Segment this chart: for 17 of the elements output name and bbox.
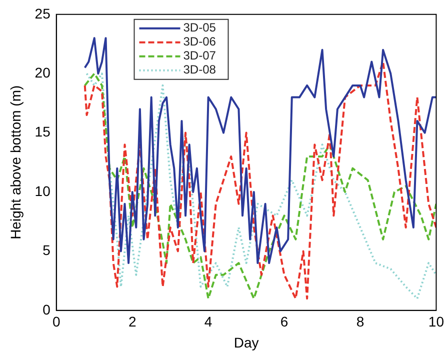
legend-label: 3D-08 bbox=[183, 62, 216, 77]
x-tick-label: 4 bbox=[204, 314, 212, 330]
legend-label: 3D-05 bbox=[183, 20, 216, 35]
y-axis-title: Height above bottom (m) bbox=[7, 85, 24, 240]
x-tick-label: 2 bbox=[128, 314, 136, 330]
y-tick-label: 10 bbox=[34, 182, 51, 199]
y-tick-label: 20 bbox=[34, 64, 51, 80]
y-tick-label: 15 bbox=[34, 124, 51, 140]
x-axis-title: Day bbox=[234, 334, 259, 350]
y-tick-label: 5 bbox=[42, 242, 51, 258]
y-tick-label: 25 bbox=[34, 5, 51, 22]
legend-label: 3D-06 bbox=[183, 34, 216, 49]
x-tick-label: 8 bbox=[356, 314, 364, 330]
x-tick-label: 10 bbox=[428, 314, 444, 330]
legend-label: 3D-07 bbox=[183, 48, 216, 63]
x-tick-label: 6 bbox=[280, 314, 288, 330]
y-tick-label: 0 bbox=[42, 301, 51, 318]
